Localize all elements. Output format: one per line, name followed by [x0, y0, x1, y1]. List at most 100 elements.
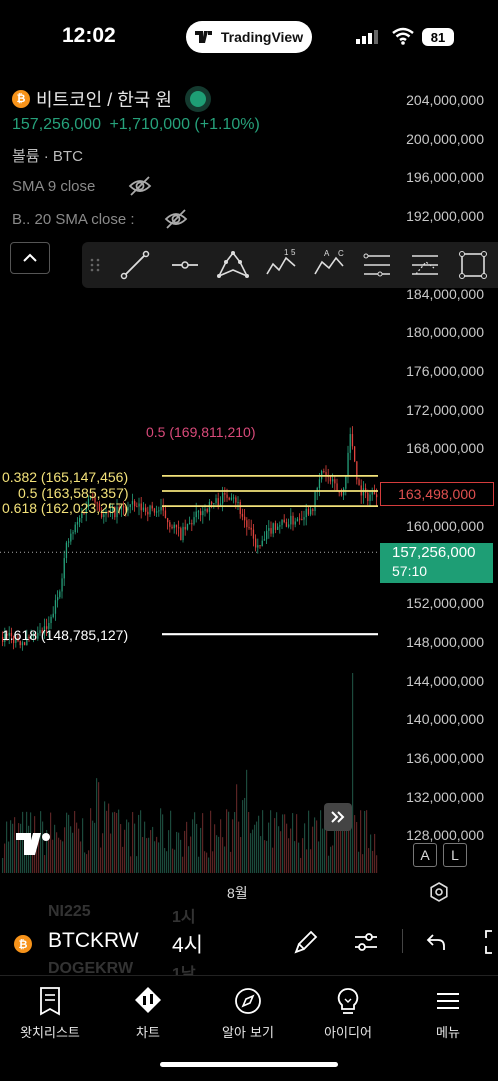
eye-off-icon[interactable] — [128, 176, 152, 196]
volume-bar — [62, 841, 64, 873]
volume-bar — [256, 821, 258, 873]
legend-sma9[interactable]: SMA 9 close — [12, 178, 96, 195]
legend-volume[interactable]: 볼륨 · BTC — [12, 148, 83, 165]
nav-explore[interactable]: 알아 보기 — [198, 986, 298, 1041]
volume-bar — [100, 847, 102, 873]
candle-body — [261, 540, 263, 547]
nav-menu[interactable]: 메뉴 — [398, 986, 498, 1041]
fib-0382-label[interactable]: 0.382 (165,147,456) — [2, 469, 129, 485]
horizontal-line-icon[interactable] — [168, 248, 202, 282]
price-chart[interactable] — [0, 80, 498, 910]
candle-body — [211, 501, 213, 505]
candle-body — [151, 505, 153, 509]
volume-bar — [222, 837, 224, 873]
pattern-tool-icon[interactable] — [216, 248, 250, 282]
nav-watchlist[interactable]: 왓치리스트 — [0, 986, 100, 1041]
volume-bar — [180, 839, 182, 873]
volume-bar — [12, 823, 14, 873]
price-axis-tick: 192,000,000 — [406, 208, 484, 225]
candle-body — [197, 511, 200, 513]
candle-body — [54, 600, 57, 614]
volume-bar — [20, 823, 22, 873]
candle-body — [255, 538, 257, 548]
background-list-item-interval: 1시 — [172, 909, 196, 926]
fib-retracement-icon[interactable] — [360, 248, 394, 282]
fib-05-label[interactable]: 0.5 (163,585,357) — [18, 485, 129, 501]
volume-bar — [80, 841, 82, 873]
volume-bar — [232, 819, 234, 873]
volume-bar — [46, 829, 48, 873]
candle-body — [41, 630, 43, 633]
eye-off-icon[interactable] — [164, 209, 188, 229]
candle-body — [26, 637, 28, 646]
volume-bar — [302, 838, 304, 873]
volume-bar — [44, 855, 46, 873]
scroll-to-realtime-button[interactable] — [324, 803, 352, 831]
fullscreen-icon[interactable] — [482, 928, 498, 956]
volume-bar — [370, 834, 372, 873]
volume-bar — [60, 839, 62, 873]
fib-0618-label[interactable]: 0.618 (162,023,257) — [2, 500, 129, 516]
volume-bar — [306, 849, 308, 873]
auto-scale-button[interactable]: A — [413, 843, 437, 867]
volume-bar — [2, 857, 4, 873]
fib-extension-icon[interactable] — [408, 248, 442, 282]
symbol-search-button[interactable]: BTCKRW — [48, 929, 139, 952]
volume-bar — [94, 822, 96, 873]
rectangle-icon[interactable] — [456, 248, 490, 282]
volume-bar — [274, 818, 276, 873]
interval-button[interactable]: 4시 — [172, 934, 203, 957]
candle-body — [21, 642, 24, 646]
volume-bar — [340, 823, 342, 873]
volume-bar — [312, 826, 314, 873]
volume-bar — [146, 838, 148, 873]
menu-icon — [437, 993, 459, 1009]
cellular-signal-icon — [356, 30, 378, 44]
tradingview-pill[interactable]: TradingView — [186, 21, 312, 53]
candle-body — [272, 523, 274, 534]
drag-handle-icon[interactable] — [88, 248, 102, 282]
volume-bar — [96, 778, 98, 873]
volume-bar — [358, 851, 360, 873]
volume-bar — [246, 769, 248, 873]
nav-ideas[interactable]: 아이디어 — [298, 986, 398, 1041]
volume-bar — [224, 846, 226, 873]
legend-sma20[interactable]: B.. 20 SMA close : — [12, 211, 135, 228]
nav-chart[interactable]: 차트 — [98, 986, 198, 1041]
volume-bar — [130, 856, 132, 873]
candle-body — [129, 504, 131, 508]
fib-1618-label[interactable]: 1.618 (148,785,127) — [2, 627, 129, 643]
trend-line-icon[interactable] — [118, 248, 152, 282]
legend-price-row: 157,256,000 +1,710,000 (+1.10%) — [12, 116, 260, 134]
volume-bar — [336, 817, 338, 873]
candle-body — [65, 542, 68, 559]
volume-bar — [6, 821, 8, 873]
volume-bar — [58, 837, 60, 873]
nav-label: 왓치리스트 — [20, 1026, 80, 1041]
candle-body — [244, 516, 246, 521]
volume-bar — [374, 833, 376, 873]
candle-body — [349, 434, 351, 453]
volume-bar — [78, 828, 80, 873]
volume-bar — [260, 836, 262, 873]
volume-bar — [110, 833, 112, 873]
candle-body — [274, 523, 277, 530]
legend-title-row[interactable]: ₿ 비트코인 / 한국 원 — [12, 86, 206, 112]
collapse-legend-button[interactable] — [10, 242, 50, 274]
volume-bar — [156, 836, 158, 873]
volume-bar — [308, 810, 310, 873]
chart-settings-icon[interactable] — [428, 881, 450, 903]
indicators-icon[interactable] — [352, 928, 380, 956]
volume-bar — [324, 822, 326, 873]
candle-body — [184, 526, 186, 530]
undo-icon[interactable] — [424, 930, 448, 954]
price-axis-tick: 144,000,000 — [406, 672, 484, 689]
volume-bar — [142, 837, 144, 873]
fib-top-label[interactable]: 0.5 (169,811,210) — [146, 424, 256, 440]
drawing-brush-icon[interactable] — [292, 928, 320, 956]
candle-body — [167, 518, 169, 523]
volume-bar — [8, 841, 10, 873]
log-scale-button[interactable]: L — [443, 843, 467, 867]
